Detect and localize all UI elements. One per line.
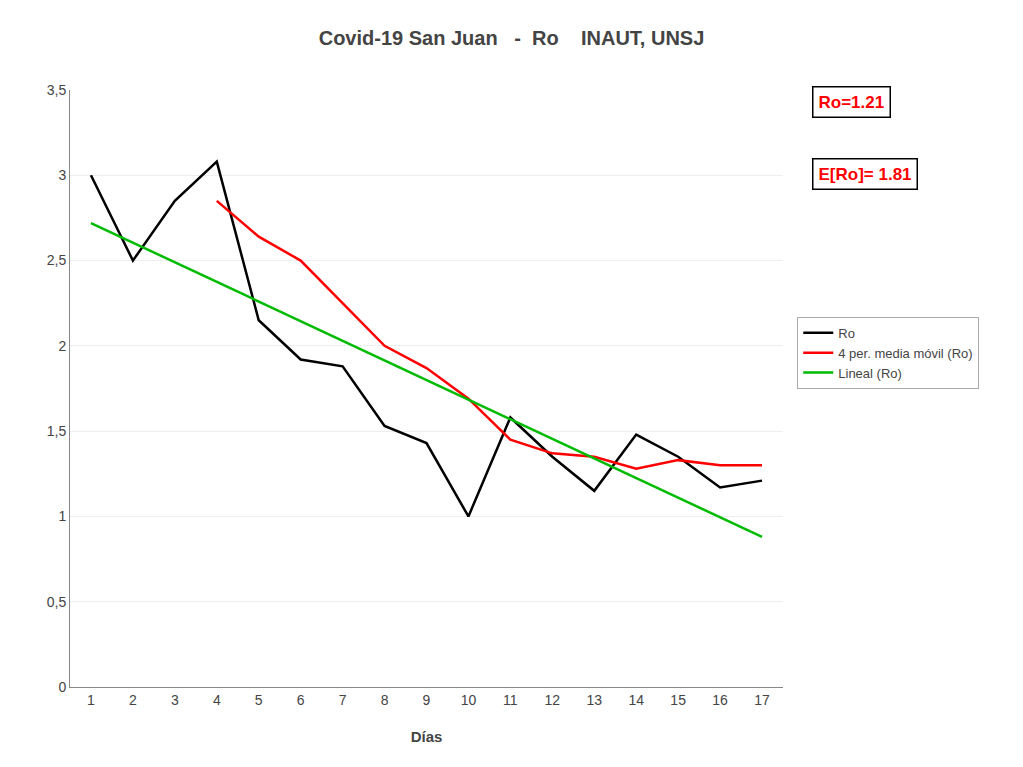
svg-text:12: 12	[545, 692, 561, 708]
svg-text:15: 15	[670, 692, 686, 708]
svg-text:Lineal (Ro): Lineal (Ro)	[838, 366, 902, 381]
svg-text:10: 10	[461, 692, 477, 708]
svg-text:13: 13	[586, 692, 602, 708]
svg-text:14: 14	[628, 692, 644, 708]
svg-text:1: 1	[87, 692, 95, 708]
svg-text:Días: Días	[411, 728, 443, 745]
svg-text:5: 5	[255, 692, 263, 708]
svg-text:0,5: 0,5	[47, 594, 67, 610]
svg-text:17: 17	[754, 692, 770, 708]
svg-text:Ro: Ro	[838, 326, 855, 341]
svg-text:2: 2	[129, 692, 137, 708]
svg-text:2: 2	[58, 338, 66, 354]
svg-text:E[Ro]= 1.81: E[Ro]= 1.81	[819, 165, 912, 184]
svg-text:4 per. media móvil (Ro): 4 per. media móvil (Ro)	[838, 346, 972, 361]
svg-text:4: 4	[213, 692, 221, 708]
svg-text:0: 0	[58, 679, 66, 695]
svg-text:2,5: 2,5	[47, 252, 67, 268]
svg-text:Ro=1.21: Ro=1.21	[819, 93, 885, 112]
svg-text:3,5: 3,5	[47, 82, 67, 98]
svg-text:9: 9	[423, 692, 431, 708]
svg-text:1: 1	[58, 508, 66, 524]
svg-text:6: 6	[297, 692, 305, 708]
svg-text:8: 8	[381, 692, 389, 708]
svg-text:11: 11	[503, 692, 518, 708]
svg-text:7: 7	[339, 692, 347, 708]
svg-text:1,5: 1,5	[47, 423, 67, 439]
svg-text:3: 3	[58, 167, 66, 183]
svg-text:16: 16	[712, 692, 728, 708]
svg-text:Covid-19 San Juan - Ro I: Covid-19 San Juan - Ro INAUT, UNSJ	[319, 27, 705, 49]
svg-text:3: 3	[171, 692, 179, 708]
